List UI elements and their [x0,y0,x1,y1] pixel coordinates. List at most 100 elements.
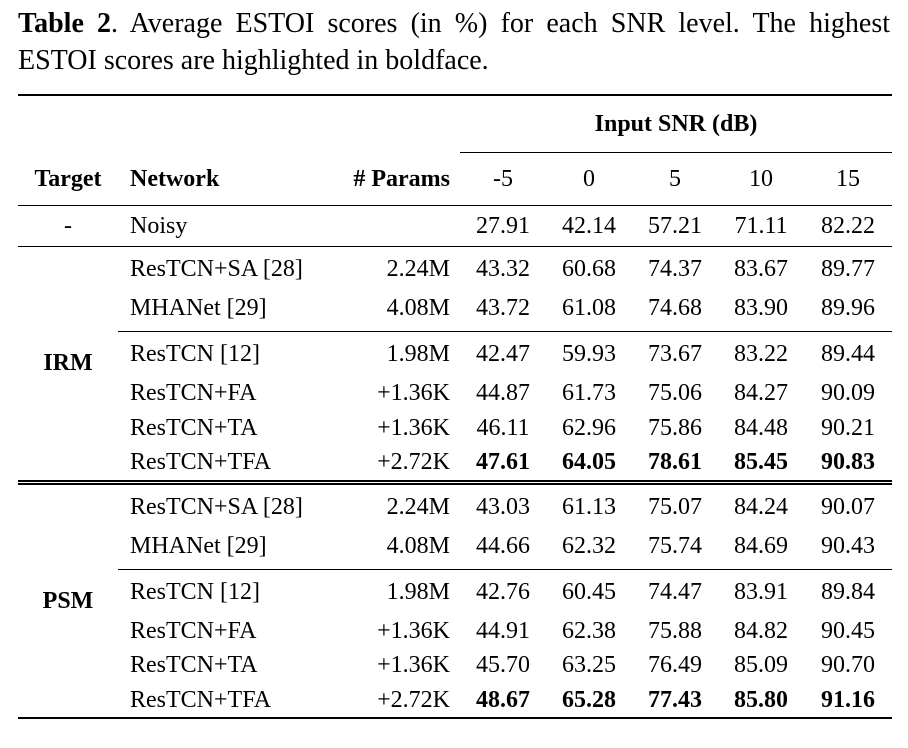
score-cell: 84.27 [734,380,788,406]
score-cell: 89.96 [821,295,875,321]
network-cell: ResTCN+TA [130,414,258,441]
network-cell: ResTCN+SA [28] [130,256,303,282]
results-table-container: Input SNR (dB) Target Network # Params -… [18,94,892,719]
score-cell: 74.68 [648,295,702,321]
score-cell: 75.88 [648,617,702,644]
table-row: IRM ResTCN+SA [28] 2.24M 43.32 60.68 74.37 83.… [18,247,892,376]
snr-level-header: -5 [493,166,513,192]
params-cell: +2.72K [377,686,450,713]
network-cell: MHANet [29] [130,532,267,559]
params-column-header: # Params [353,165,450,192]
score-cell: 44.91 [476,617,530,644]
score-cell: 71.11 [734,213,788,239]
score-cell: 42.76 [460,568,546,614]
score-cell: 61.13 [562,493,616,520]
score-cell: 85.80 [734,686,788,713]
score-cell: 45.70 [476,652,530,678]
score-cell: 78.61 [648,449,702,475]
params-cell: +2.72K [377,449,450,475]
table-row: ResTCN+FA +1.36K 44.87 61.73 75.06 84.27 90.09 [18,376,892,411]
score-cell: 84.82 [734,617,788,644]
caption-text: . Average ESTOI scores (in %) for each S… [18,8,890,76]
score-cell: 75.74 [648,532,702,559]
params-cell: +1.36K [377,380,450,406]
network-cell: ResTCN+TA [130,652,258,678]
score-cell: 83.22 [718,331,804,376]
snr-level-header: 0 [583,166,595,192]
snr-level-header: 10 [749,166,773,192]
score-cell: 47.61 [476,449,530,475]
group-target-label: PSM [42,587,94,614]
score-cell: 43.72 [476,295,530,321]
score-cell: 76.49 [648,652,702,678]
target-cell: - [64,213,72,239]
group-target-label: IRM [43,350,93,376]
score-cell: 43.32 [476,256,530,282]
params-cell: 2.24M [386,493,450,520]
network-cell: MHANet [29] [130,295,267,321]
network-cell: ResTCN+TFA [130,449,272,475]
params-cell: +1.36K [377,414,450,441]
score-cell: 90.45 [821,617,875,644]
table-row: ResTCN [12] 1.98M 42.47 59.93 73.67 83.22 89.4… [18,331,892,376]
score-cell: 44.87 [476,380,530,406]
network-cell: ResTCN [12] [118,568,330,614]
score-cell: 62.96 [562,414,616,441]
score-cell: 85.45 [734,449,788,475]
caption-label: Table 2 [18,8,112,39]
snr-level-header: 5 [669,166,681,192]
network-cell: ResTCN+SA [28] [130,493,303,520]
table-row: PSM ResTCN+SA [28] 2.24M 43.03 61.13 75.07 84.… [18,482,892,614]
score-cell: 89.77 [821,256,875,282]
score-cell: 62.32 [562,532,616,559]
table-caption: Table 2. Average ESTOI scores (in %) for… [18,5,890,79]
table-row-noisy: - Noisy 27.91 42.14 57.21 71.11 82.22 [18,206,892,247]
score-cell: 27.91 [476,213,530,239]
score-cell: 60.45 [546,568,632,614]
score-cell: 84.69 [734,532,788,559]
score-cell: 90.07 [821,493,875,520]
column-header-row: Target Network # Params -5 0 5 10 15 [18,153,892,206]
network-cell: ResTCN+FA [130,617,257,644]
snr-level-header: 15 [836,166,860,192]
score-cell: 65.28 [562,686,616,713]
score-cell: 74.47 [632,568,718,614]
table-row: ResTCN+FA +1.36K 44.91 62.38 75.88 84.82 90.45 [18,614,892,649]
score-cell: 61.73 [562,380,616,406]
table-row: ResTCN+TFA +2.72K 48.67 65.28 77.43 85.80 91.1… [18,683,892,718]
score-cell: 91.16 [821,686,875,713]
estoi-results-table: Input SNR (dB) Target Network # Params -… [18,94,892,719]
score-cell: 75.07 [648,493,702,520]
score-cell: 46.11 [476,414,530,441]
params-cell: +1.36K [377,617,450,644]
score-cell: 57.21 [648,213,702,239]
table-row: MHANet [29] 4.08M 43.72 61.08 74.68 83.90 89.9… [18,291,892,332]
table-row: ResTCN+TFA +2.72K 47.61 64.05 78.61 85.45 90.8… [18,445,892,482]
score-cell: 90.43 [821,532,875,559]
score-cell: 82.22 [821,213,875,239]
table-row: ResTCN [12] 1.98M 42.76 60.45 74.47 83.91 89.8… [18,568,892,614]
params-cell: +1.36K [377,652,450,678]
score-cell: 90.09 [821,380,875,406]
snr-group-header-row: Input SNR (dB) [18,95,892,153]
score-cell: 83.90 [734,295,788,321]
params-cell [330,206,460,247]
network-cell: ResTCN+TFA [130,686,272,713]
score-cell: 89.84 [804,568,892,614]
score-cell: 64.05 [562,449,616,475]
network-cell: ResTCN+FA [130,380,257,406]
score-cell: 75.86 [648,414,702,441]
network-cell: ResTCN [12] [118,331,330,376]
score-cell: 77.43 [648,686,702,713]
score-cell: 74.37 [648,256,702,282]
score-cell: 73.67 [632,331,718,376]
target-column-header: Target [34,165,102,192]
score-cell: 42.14 [562,213,616,239]
params-cell: 4.08M [386,295,450,321]
score-cell: 43.03 [476,493,530,520]
score-cell: 61.08 [562,295,616,321]
score-cell: 83.91 [718,568,804,614]
score-cell: 90.83 [821,449,875,475]
score-cell: 75.06 [648,380,702,406]
table-body: - Noisy 27.91 42.14 57.21 71.11 82.22 IR… [18,206,892,718]
